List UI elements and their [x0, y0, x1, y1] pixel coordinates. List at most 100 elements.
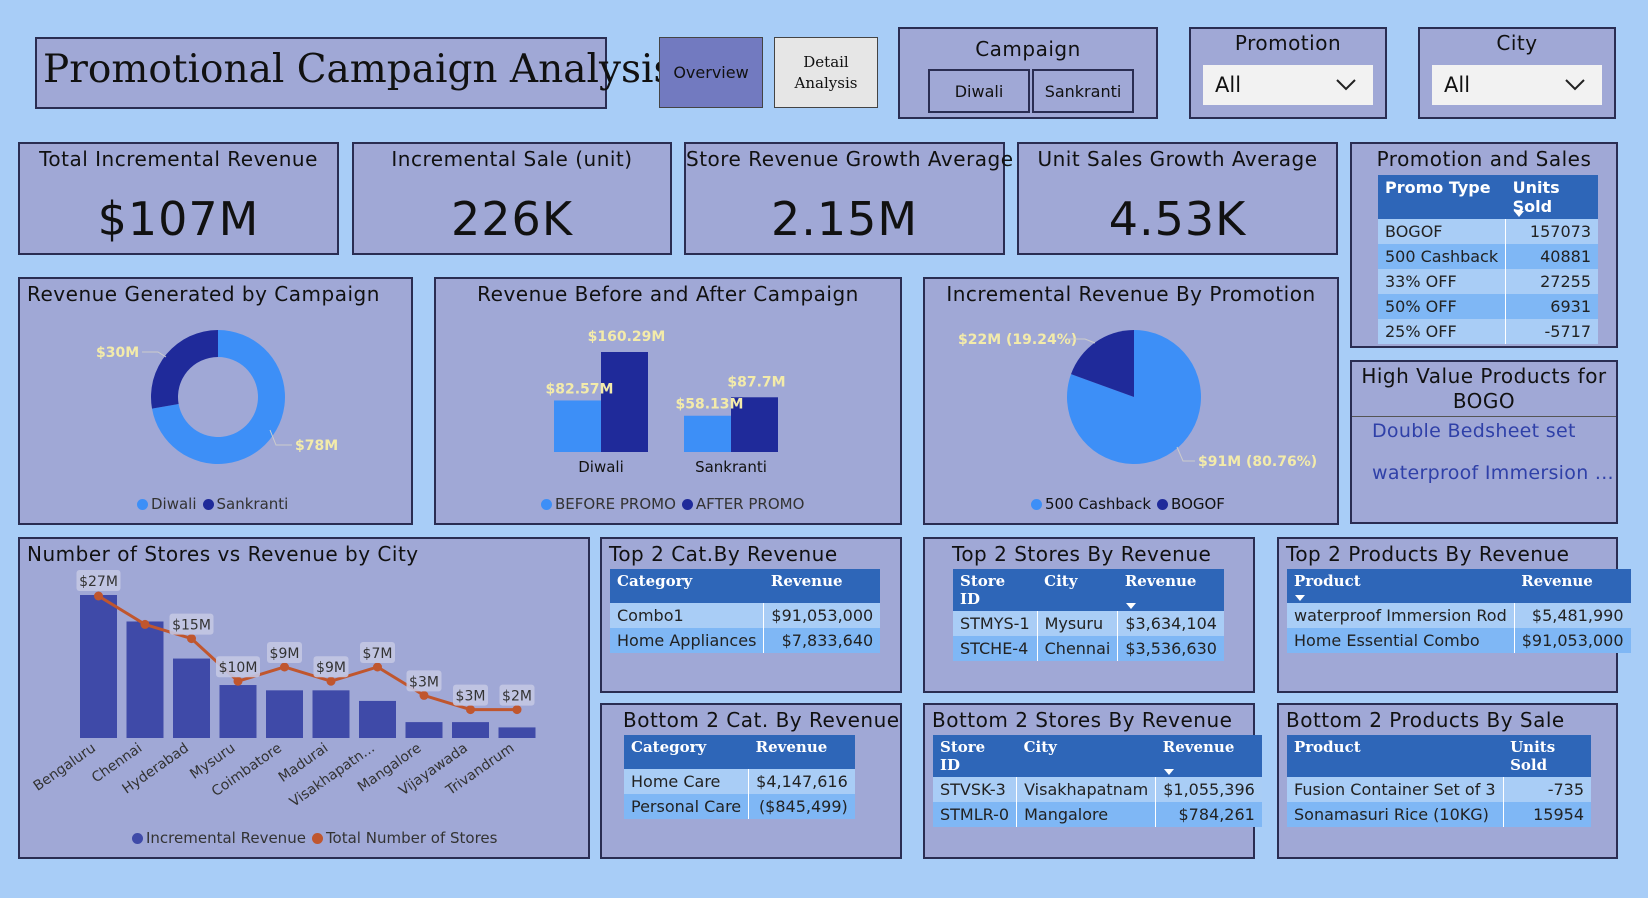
- kpi-label: Store Revenue Growth Average: [686, 147, 1014, 171]
- bar-incremental-revenue: [219, 685, 257, 738]
- x-tick-label: Bengaluru: [31, 740, 99, 794]
- column-header-label: Revenue: [1124, 572, 1197, 590]
- table-cell: $91,053,000: [763, 603, 881, 628]
- column-header[interactable]: Units Sold: [1505, 175, 1598, 219]
- table-row: Home Appliances $7,833,640: [610, 628, 881, 653]
- column-header[interactable]: Category: [610, 569, 764, 603]
- bar-incremental-revenue: [405, 722, 443, 738]
- table-cell: $5,481,990: [1513, 603, 1631, 628]
- column-header[interactable]: Revenue: [748, 735, 855, 769]
- campaign-slicer-title: Campaign: [975, 37, 1081, 61]
- table-row: STCHE-4 Chennai $3,536,630: [953, 636, 1224, 661]
- bottom-cat-table: Category Revenue Home Care $4,147,616 Pers…: [624, 735, 855, 819]
- bar-incremental-revenue: [359, 700, 396, 738]
- chevron-down-icon: [1336, 79, 1356, 91]
- table-cell: $3,634,104: [1117, 611, 1224, 636]
- kpi-value: 226K: [451, 192, 573, 246]
- column-header[interactable]: Product: [1287, 735, 1504, 777]
- table-cell: Mangalore: [1016, 802, 1156, 827]
- line-point: [512, 705, 522, 715]
- bar-before-promo: [684, 415, 731, 452]
- column-header[interactable]: City: [1037, 569, 1118, 611]
- column-header[interactable]: Promo Type: [1378, 175, 1506, 219]
- donut-slice-diwali: [151, 330, 218, 409]
- chevron-down-icon: [1565, 79, 1585, 91]
- data-label-bg: [453, 684, 488, 706]
- kpi-value: 4.53K: [1108, 192, 1247, 246]
- promotion-sales-title: Promotion and Sales: [1376, 147, 1592, 171]
- column-header[interactable]: Store ID: [933, 735, 1017, 777]
- kpi-value: 2.15M: [770, 192, 919, 246]
- promotion-dropdown[interactable]: All: [1203, 65, 1373, 105]
- overview-button[interactable]: Overview: [659, 37, 763, 108]
- legend-item-500-cashback[interactable]: 500 Cashback: [1031, 495, 1151, 513]
- column-header[interactable]: Units Sold: [1503, 735, 1591, 777]
- data-label: $9M: [270, 646, 300, 662]
- detail-analysis-button[interactable]: Detail Analysis: [774, 37, 878, 108]
- line-point: [140, 619, 150, 629]
- legend-item-sankranti[interactable]: Sankranti: [202, 495, 288, 513]
- leader-line: [1176, 446, 1195, 462]
- legend-item-total-stores[interactable]: Total Number of Stores: [311, 829, 497, 847]
- table-cell: $7,833,640: [763, 628, 881, 653]
- donut-slice-sankranti: [152, 330, 286, 464]
- legend-item-bogof[interactable]: BOGOF: [1157, 495, 1225, 513]
- high-value-item[interactable]: Double Bedsheet set: [1372, 420, 1576, 442]
- column-header-label: Units Sold: [1512, 178, 1560, 216]
- bottom-products-table: Product Units Sold Fusion Container Set o…: [1287, 735, 1591, 827]
- promotion-selected-value: All: [1215, 73, 1242, 97]
- line-point: [233, 676, 243, 686]
- table-cell: Mysuru: [1036, 611, 1118, 636]
- data-label: $87.7M: [727, 374, 785, 390]
- kpi-card-store-revenue-growth: Store Revenue Growth Average 2.15M: [684, 142, 1014, 255]
- column-header[interactable]: Revenue: [1117, 569, 1224, 611]
- top-cat-table: Category Revenue Combo1 $91,053,000 Home A…: [610, 569, 881, 653]
- column-header[interactable]: Revenue: [1514, 569, 1631, 603]
- legend-item-before[interactable]: BEFORE PROMO: [541, 495, 676, 513]
- high-value-item[interactable]: waterproof Immersion ...: [1372, 462, 1614, 484]
- legend-item-incremental-revenue[interactable]: Incremental Revenue: [132, 829, 306, 847]
- revenue-by-campaign-title: Revenue Generated by Campaign: [27, 282, 380, 306]
- data-label: $30M: [96, 345, 139, 361]
- table-cell: 40881: [1505, 244, 1598, 269]
- line-point: [187, 634, 196, 644]
- table-cell: 33% OFF: [1378, 269, 1506, 294]
- column-header[interactable]: Revenue: [1155, 735, 1262, 777]
- column-header[interactable]: Category: [624, 735, 749, 769]
- bottom-products-card: Bottom 2 Products By Sale Product Units S…: [1277, 703, 1618, 859]
- column-header[interactable]: Product: [1287, 569, 1515, 603]
- before-after-card: Revenue Before and After Campaign $82.57…: [434, 277, 902, 525]
- combo-chart: BengaluruChennaiHyderabadMysuruCoimbator…: [31, 570, 536, 811]
- kpi-label: Total Incremental Revenue: [39, 147, 318, 171]
- table-row: Combo1 $91,053,000: [610, 603, 881, 628]
- table-cell: $784,261: [1155, 802, 1262, 827]
- legend-item-after[interactable]: AFTER PROMO: [681, 495, 804, 513]
- before-after-title: Revenue Before and After Campaign: [477, 282, 859, 306]
- column-header[interactable]: Revenue: [763, 569, 881, 603]
- campaign-option-sankranti[interactable]: Sankranti: [1032, 69, 1134, 113]
- table-row: Personal Care ($845,499): [624, 794, 855, 819]
- column-header-label: Product: [1294, 572, 1361, 590]
- column-header[interactable]: City: [1016, 735, 1156, 777]
- before-after-legend: BEFORE PROMO AFTER PROMO: [541, 495, 804, 513]
- bar-incremental-revenue: [126, 621, 164, 738]
- page-title: Promotional Campaign Analysis: [35, 37, 673, 109]
- column-header[interactable]: Store ID: [953, 569, 1038, 611]
- top-cat-card: Top 2 Cat.By Revenue Category Revenue Com…: [600, 537, 902, 693]
- leader-line: [269, 429, 292, 446]
- city-dropdown[interactable]: All: [1432, 65, 1602, 105]
- table-cell: Sonamasuri Rice (10KG): [1287, 802, 1504, 827]
- leader-line: [1068, 338, 1096, 344]
- donut-chart: $30M $78M: [96, 330, 338, 464]
- data-label: $58.13M: [676, 397, 744, 413]
- table-cell: 50% OFF: [1378, 294, 1506, 319]
- campaign-slicer: Campaign Diwali Sankranti: [898, 27, 1158, 119]
- sort-desc-icon: [1163, 769, 1174, 775]
- top-stores-card: Top 2 Stores By Revenue Store ID City Reve…: [923, 537, 1255, 693]
- table-cell: waterproof Immersion Rod: [1287, 603, 1515, 628]
- campaign-option-diwali[interactable]: Diwali: [928, 69, 1030, 113]
- table-row: waterproof Immersion Rod $5,481,990: [1287, 603, 1631, 628]
- data-label: $91M (80.76%): [1198, 454, 1317, 470]
- table-cell: ($845,499): [748, 794, 855, 819]
- legend-item-diwali[interactable]: Diwali: [137, 495, 197, 513]
